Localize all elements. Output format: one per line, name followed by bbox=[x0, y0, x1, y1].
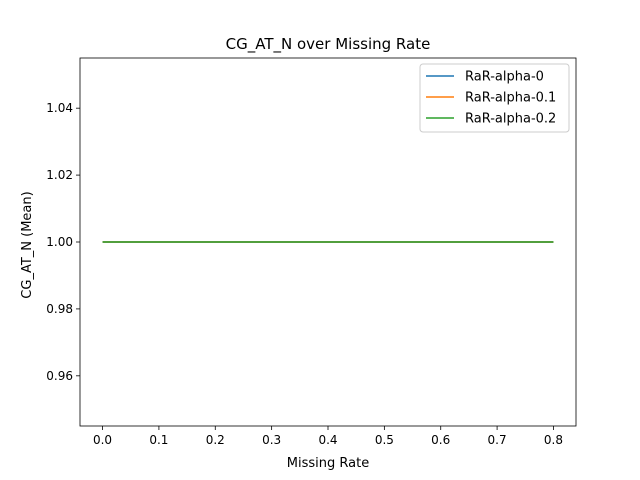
x-tick-label: 0.0 bbox=[93, 433, 112, 447]
x-tick-label: 0.7 bbox=[488, 433, 507, 447]
x-axis-label: Missing Rate bbox=[287, 456, 369, 471]
y-axis-label: CG_AT_N (Mean) bbox=[20, 191, 35, 298]
x-tick-label: 0.8 bbox=[544, 433, 563, 447]
y-tick-label: 0.98 bbox=[46, 302, 73, 316]
x-tick-label: 0.3 bbox=[262, 433, 281, 447]
x-tick-label: 0.6 bbox=[431, 433, 450, 447]
legend-box bbox=[419, 63, 570, 133]
x-tick-label: 0.2 bbox=[206, 433, 225, 447]
legend-entry-1: RaR-alpha-0.1 bbox=[465, 91, 556, 106]
x-tick-label: 0.1 bbox=[149, 433, 168, 447]
y-tick-label: 1.02 bbox=[46, 168, 73, 182]
y-tick-label: 0.96 bbox=[46, 369, 73, 383]
y-tick-label: 1.04 bbox=[46, 101, 73, 115]
y-tick-label: 1.00 bbox=[46, 235, 73, 249]
x-tick-label: 0.5 bbox=[375, 433, 394, 447]
plot-area: 0.0 0.1 0.2 0.3 0.4 0.5 0.6 0.7 0.8 0.96 0.98 1.00 1… bbox=[46, 57, 577, 447]
legend: RaR-alpha-0 RaR-alpha-0.1 RaR-alpha-0.2 bbox=[419, 63, 570, 133]
chart-title: CG_AT_N over Missing Rate bbox=[226, 35, 431, 54]
legend-entry-0: RaR-alpha-0 bbox=[465, 70, 544, 85]
legend-entry-2: RaR-alpha-0.2 bbox=[465, 112, 556, 127]
x-tick-label: 0.4 bbox=[318, 433, 337, 447]
